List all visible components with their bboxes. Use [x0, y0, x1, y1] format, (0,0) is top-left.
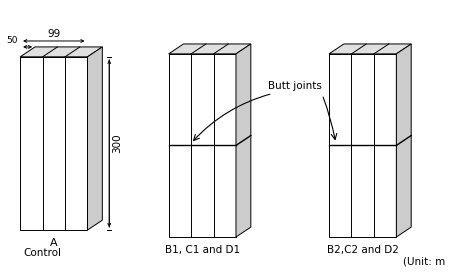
Text: 99: 99	[47, 29, 60, 39]
Text: (Unit: m: (Unit: m	[403, 257, 446, 267]
Polygon shape	[396, 44, 411, 237]
Polygon shape	[168, 54, 236, 237]
Polygon shape	[329, 54, 396, 237]
Text: A: A	[50, 238, 58, 248]
Polygon shape	[329, 44, 411, 54]
Text: Butt joints: Butt joints	[268, 81, 322, 91]
Polygon shape	[168, 44, 251, 54]
Text: B2,C2 and D2: B2,C2 and D2	[327, 245, 399, 255]
Text: 300: 300	[112, 134, 122, 153]
Text: Control: Control	[23, 248, 61, 258]
Polygon shape	[236, 44, 251, 237]
Polygon shape	[20, 57, 88, 230]
Polygon shape	[88, 47, 102, 230]
Polygon shape	[20, 47, 102, 57]
Text: B1, C1 and D1: B1, C1 and D1	[165, 245, 240, 255]
Text: 50: 50	[7, 36, 18, 45]
